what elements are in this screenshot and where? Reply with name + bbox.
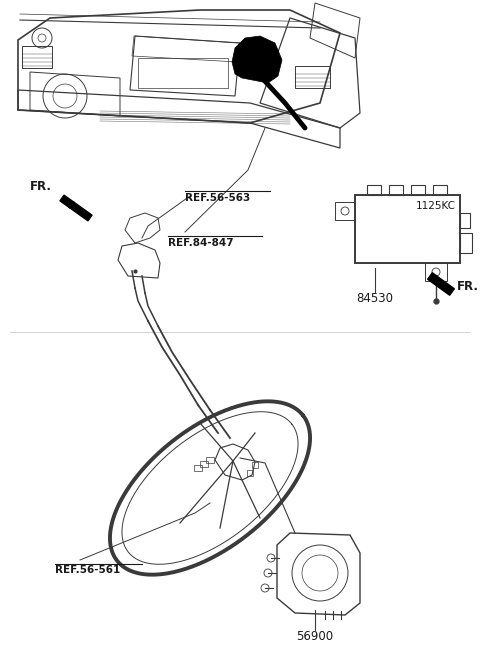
Text: 84530: 84530	[357, 291, 394, 305]
Text: FR.: FR.	[30, 180, 52, 193]
Bar	[252, 462, 258, 468]
Bar	[367, 185, 381, 195]
Polygon shape	[232, 36, 282, 83]
Bar	[138, 58, 228, 88]
Bar	[460, 213, 470, 228]
Bar	[247, 470, 253, 476]
Bar	[335, 202, 355, 220]
Text: 56900: 56900	[297, 630, 334, 642]
Text: REF.56-563: REF.56-563	[185, 193, 250, 203]
Text: FR.: FR.	[457, 280, 479, 293]
Text: REF.84-847: REF.84-847	[168, 238, 234, 248]
Bar	[460, 233, 472, 253]
Bar	[22, 46, 52, 68]
Bar	[200, 461, 208, 467]
FancyArrow shape	[428, 273, 455, 295]
Text: 1125KC: 1125KC	[416, 201, 456, 211]
Bar	[295, 66, 330, 88]
Bar	[206, 457, 214, 463]
Bar	[411, 185, 425, 195]
Bar	[389, 185, 403, 195]
Text: REF.56-561: REF.56-561	[55, 565, 120, 575]
Bar	[425, 263, 447, 281]
Bar	[433, 185, 447, 195]
Bar	[194, 465, 202, 471]
FancyArrow shape	[60, 195, 92, 221]
